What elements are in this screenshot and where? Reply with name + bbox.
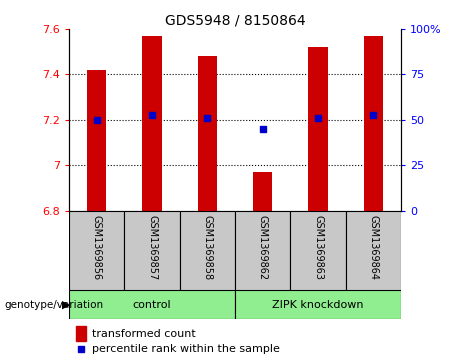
Bar [142, 36, 162, 211]
Bar [290, 211, 346, 290]
Title: GDS5948 / 8150864: GDS5948 / 8150864 [165, 14, 306, 28]
Text: ▶: ▶ [62, 300, 71, 310]
Text: GSM1369857: GSM1369857 [147, 215, 157, 280]
Text: control: control [133, 300, 171, 310]
Text: GSM1369863: GSM1369863 [313, 215, 323, 280]
Text: GSM1369864: GSM1369864 [368, 215, 378, 280]
Bar [180, 211, 235, 290]
Bar [235, 211, 290, 290]
Bar [69, 290, 235, 319]
Text: transformed count: transformed count [92, 329, 196, 339]
Bar [235, 290, 401, 319]
Bar [69, 211, 124, 290]
Bar [253, 172, 272, 211]
Bar [198, 56, 217, 211]
Text: ZIPK knockdown: ZIPK knockdown [272, 300, 364, 310]
Bar [124, 211, 180, 290]
Text: GSM1369858: GSM1369858 [202, 215, 213, 280]
Text: percentile rank within the sample: percentile rank within the sample [92, 344, 280, 354]
Bar [364, 36, 383, 211]
Text: GSM1369862: GSM1369862 [258, 215, 268, 280]
Text: genotype/variation: genotype/variation [5, 300, 104, 310]
Bar [76, 326, 86, 341]
Bar [308, 47, 328, 211]
Bar [87, 70, 106, 211]
Bar [346, 211, 401, 290]
Text: GSM1369856: GSM1369856 [92, 215, 102, 280]
